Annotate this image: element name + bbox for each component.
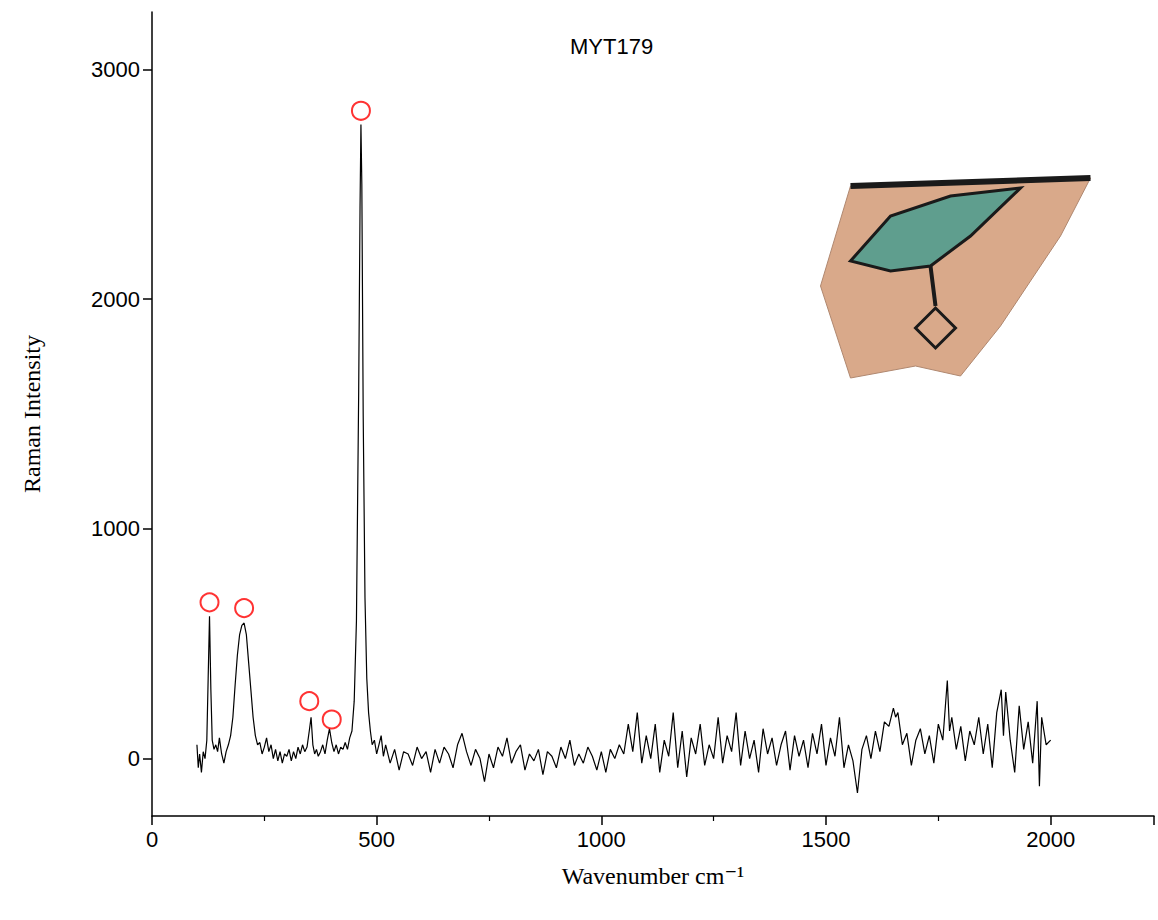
svg-text:1000: 1000	[577, 827, 626, 852]
svg-text:1500: 1500	[802, 827, 851, 852]
svg-text:3000: 3000	[91, 57, 140, 82]
svg-text:500: 500	[358, 827, 395, 852]
svg-text:Raman Intensity: Raman Intensity	[19, 335, 45, 493]
svg-text:MYT179: MYT179	[570, 34, 653, 59]
svg-text:1000: 1000	[91, 516, 140, 541]
svg-text:2000: 2000	[1026, 827, 1075, 852]
svg-text:2000: 2000	[91, 287, 140, 312]
svg-text:0: 0	[128, 746, 140, 771]
svg-text:0: 0	[146, 827, 158, 852]
svg-text:Wavenumber cm⁻¹: Wavenumber cm⁻¹	[562, 863, 745, 889]
